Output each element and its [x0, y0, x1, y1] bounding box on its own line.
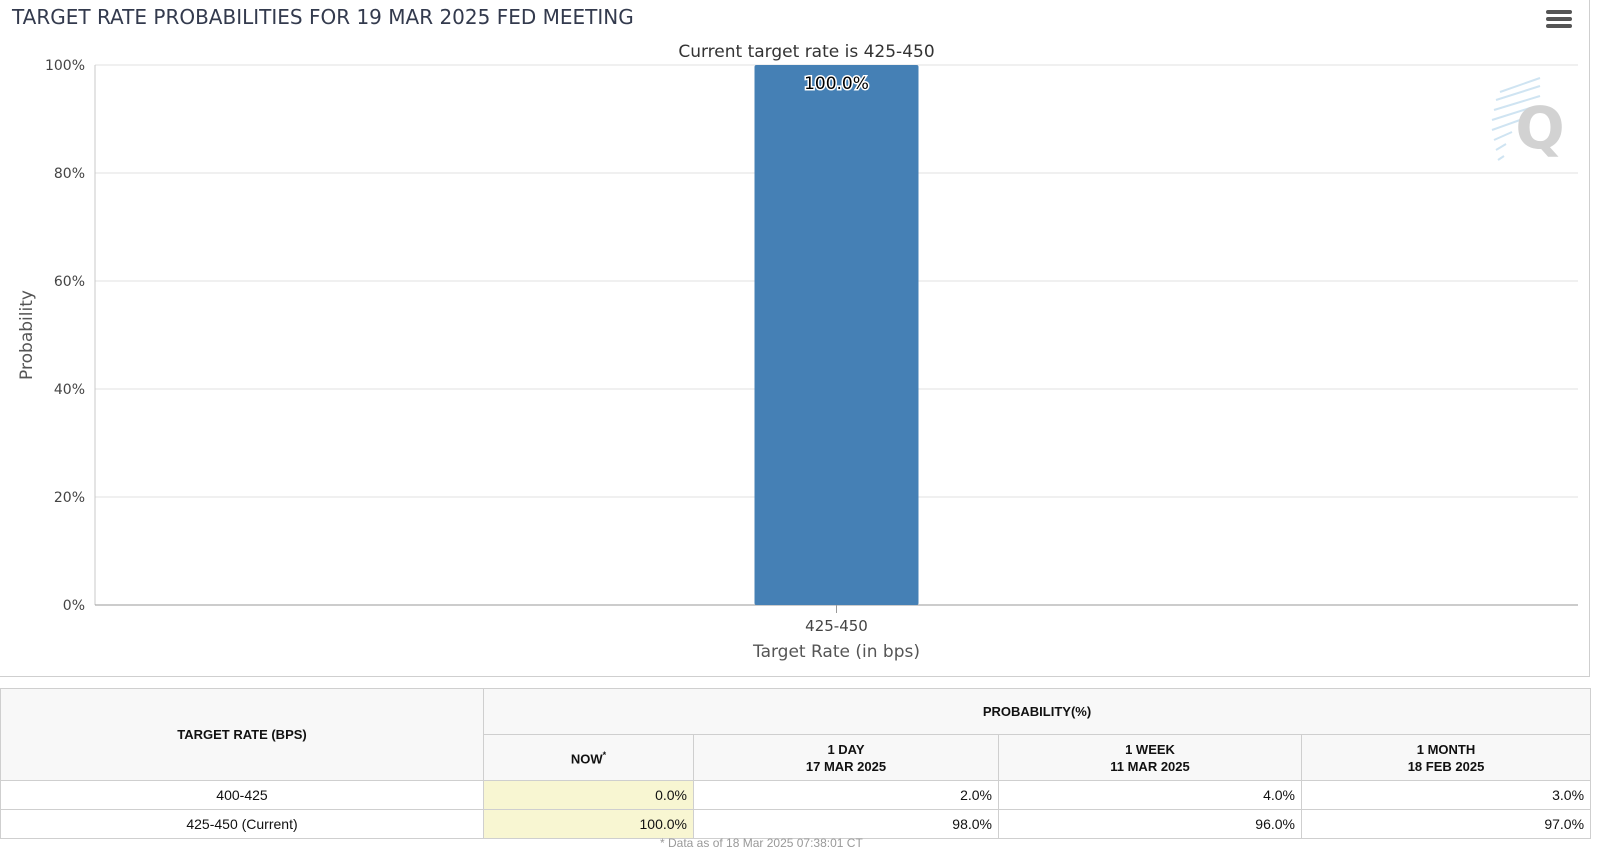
column-header-1-week: 1 WEEK 11 MAR 2025 — [998, 734, 1302, 781]
column-header-1-month: 1 MONTH 18 FEB 2025 — [1300, 734, 1592, 781]
watermark-stripe — [1495, 143, 1507, 151]
table-row: 400-425 0.0% 2.0% 4.0% 3.0% — [0, 780, 1592, 810]
y-tick-label: 0% — [63, 598, 85, 614]
x-axis-label: Target Rate (in bps) — [752, 642, 920, 662]
footnote: * Data as of 18 Mar 2025 07:38:01 CT — [660, 836, 863, 850]
cell-1-day: 2.0% — [693, 780, 999, 810]
cell-now: 100.0% — [483, 809, 694, 839]
chart-subtitle: Current target rate is 425-450 — [678, 42, 934, 62]
column-header-now: NOW* — [483, 734, 694, 781]
y-tick-label: 80% — [54, 166, 85, 182]
row-rate: 400-425 — [0, 780, 484, 810]
cell-now: 0.0% — [483, 780, 694, 810]
column-header-1-day: 1 DAY 17 MAR 2025 — [693, 734, 999, 781]
chart-svg: 0% 20% 40% 60% 80% 100% Current target rate is… — [17, 42, 1578, 662]
cell-1-month: 97.0% — [1300, 809, 1592, 839]
probability-table: TARGET RATE (BPS) PROBABILITY(%) NOW* 1 … — [0, 688, 1592, 839]
watermark-stripe — [1499, 77, 1541, 93]
watermark-stripe — [1491, 107, 1531, 121]
watermark-stripe — [1495, 85, 1541, 101]
y-tick-label: 100% — [45, 58, 85, 74]
watermark-stripe — [1493, 95, 1541, 111]
target-rate-header: TARGET RATE (BPS) — [0, 688, 484, 781]
chart-title: TARGET RATE PROBABILITIES FOR 19 MAR 202… — [12, 5, 634, 29]
watermark-logo: Q — [1515, 94, 1564, 162]
watermark-stripe — [1491, 119, 1521, 131]
y-tick-label: 40% — [54, 382, 85, 398]
cell-1-day: 98.0% — [693, 809, 999, 839]
y-axis-label: Probability — [17, 290, 37, 380]
hamburger-menu-icon[interactable] — [1546, 10, 1572, 32]
data-label: 100.0% — [804, 74, 869, 94]
probability-header: PROBABILITY(%) — [482, 688, 1592, 735]
y-tick-label: 20% — [54, 490, 85, 506]
watermark-stripe — [1497, 155, 1505, 161]
row-rate: 425-450 (Current) — [0, 809, 484, 839]
y-tick-label: 60% — [54, 274, 85, 290]
cell-1-month: 3.0% — [1300, 780, 1592, 810]
cell-1-week: 96.0% — [998, 809, 1302, 839]
watermark-stripe — [1493, 131, 1513, 141]
cell-1-week: 4.0% — [998, 780, 1302, 810]
bar — [754, 65, 919, 605]
table-row: 425-450 (Current) 100.0% 98.0% 96.0% 97.… — [0, 809, 1592, 839]
chart-panel: 0% 20% 40% 60% 80% 100% Current target rate is… — [0, 0, 1590, 677]
x-tick-label: 425-450 — [805, 617, 868, 635]
